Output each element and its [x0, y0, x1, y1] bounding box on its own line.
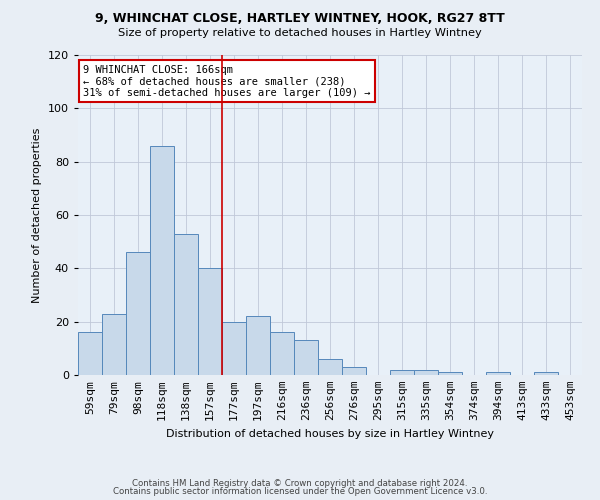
- Bar: [438, 372, 462, 375]
- Text: 9, WHINCHAT CLOSE, HARTLEY WINTNEY, HOOK, RG27 8TT: 9, WHINCHAT CLOSE, HARTLEY WINTNEY, HOOK…: [95, 12, 505, 26]
- Text: 9 WHINCHAT CLOSE: 166sqm
← 68% of detached houses are smaller (238)
31% of semi-: 9 WHINCHAT CLOSE: 166sqm ← 68% of detach…: [83, 64, 371, 98]
- Bar: [342, 367, 366, 375]
- Bar: [126, 252, 150, 375]
- Y-axis label: Number of detached properties: Number of detached properties: [32, 128, 42, 302]
- Text: Contains HM Land Registry data © Crown copyright and database right 2024.: Contains HM Land Registry data © Crown c…: [132, 478, 468, 488]
- Bar: [150, 146, 174, 375]
- Text: Contains public sector information licensed under the Open Government Licence v3: Contains public sector information licen…: [113, 487, 487, 496]
- Text: Size of property relative to detached houses in Hartley Wintney: Size of property relative to detached ho…: [118, 28, 482, 38]
- Bar: [318, 359, 342, 375]
- Bar: [486, 372, 510, 375]
- Bar: [102, 314, 126, 375]
- X-axis label: Distribution of detached houses by size in Hartley Wintney: Distribution of detached houses by size …: [166, 428, 494, 438]
- Bar: [270, 332, 294, 375]
- Bar: [222, 322, 246, 375]
- Bar: [78, 332, 102, 375]
- Bar: [390, 370, 414, 375]
- Bar: [414, 370, 438, 375]
- Bar: [174, 234, 198, 375]
- Bar: [198, 268, 222, 375]
- Bar: [294, 340, 318, 375]
- Bar: [246, 316, 270, 375]
- Bar: [534, 372, 558, 375]
